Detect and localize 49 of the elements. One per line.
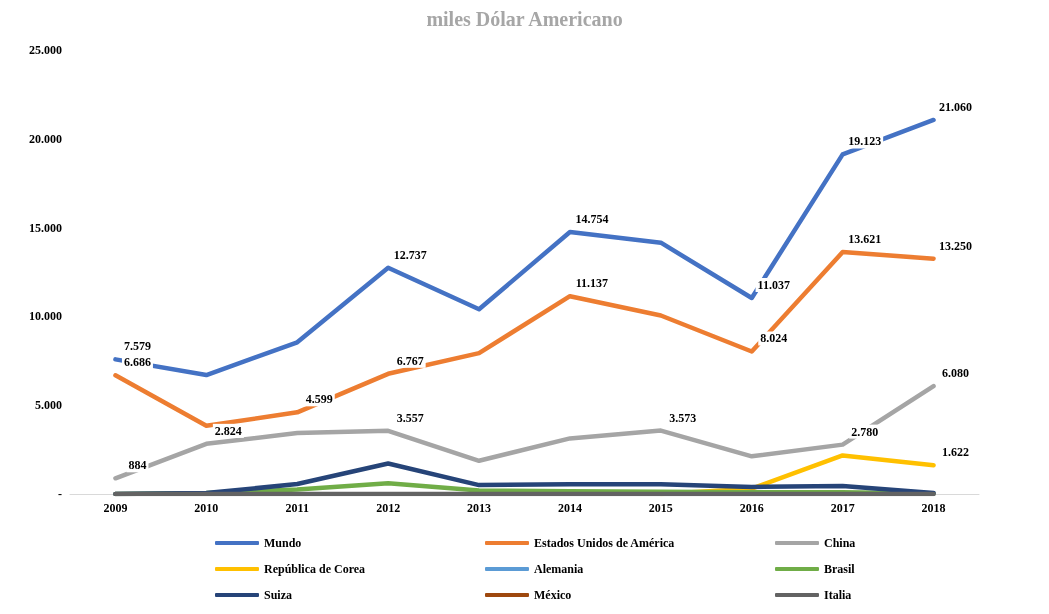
legend-label: República de Corea [264,562,366,576]
data-label: 6.080 [942,366,970,381]
x-tick-label: 2009 [103,501,128,515]
legend-label: México [534,588,572,602]
data-label: 2.780 [851,424,879,439]
legend-label: Mundo [264,536,302,550]
line-series [113,117,936,378]
x-tick-label: 2014 [557,501,582,515]
x-tick-label: 2010 [194,501,219,515]
data-label: 1.622 [942,445,970,460]
data-label: 6.767 [396,353,424,368]
legend-label: Italia [824,588,852,602]
x-tick-label: 2017 [830,501,855,515]
line-series [113,383,936,481]
data-label: 11.037 [757,277,790,292]
data-label: 3.573 [669,410,697,425]
legend-label: China [824,536,856,550]
y-tick-label: 5.000 [35,398,62,413]
data-label: 13.621 [848,232,882,247]
data-label: 11.137 [575,276,609,291]
data-label: 21.060 [939,99,973,114]
data-label: 8.024 [760,331,788,346]
chart-title: miles Dólar Americano [426,8,623,30]
data-label: 6.686 [123,355,151,370]
legend-label: Alemania [534,562,584,576]
legend-label: Suiza [264,588,293,602]
y-tick-label: 10.000 [29,309,62,324]
x-tick-label: 2013 [467,501,492,515]
data-label: 884 [128,458,147,473]
legend-label: Brasil [824,562,856,576]
data-label: 3.557 [396,410,424,425]
x-tick-label: 2018 [921,501,946,515]
data-label: 13.250 [939,238,973,253]
x-tick-label: 2011 [285,501,309,515]
data-label: 19.123 [848,134,882,149]
x-tick-label: 2016 [739,501,764,515]
y-tick-label: 15.000 [29,220,62,235]
line-series [113,249,936,429]
legend-label: Estados Unidos de América [534,536,675,550]
y-tick-label: - [58,487,62,501]
x-tick-label: 2012 [376,501,401,515]
data-label: 14.754 [575,211,609,226]
y-tick-label: 25.000 [29,43,62,57]
data-label: 7.579 [123,339,151,354]
x-tick-label: 2015 [648,501,673,515]
y-tick-label: 20.000 [29,131,62,146]
data-label: 2.824 [214,423,242,438]
data-label: 4.599 [305,392,333,407]
data-label: 12.737 [393,247,427,262]
